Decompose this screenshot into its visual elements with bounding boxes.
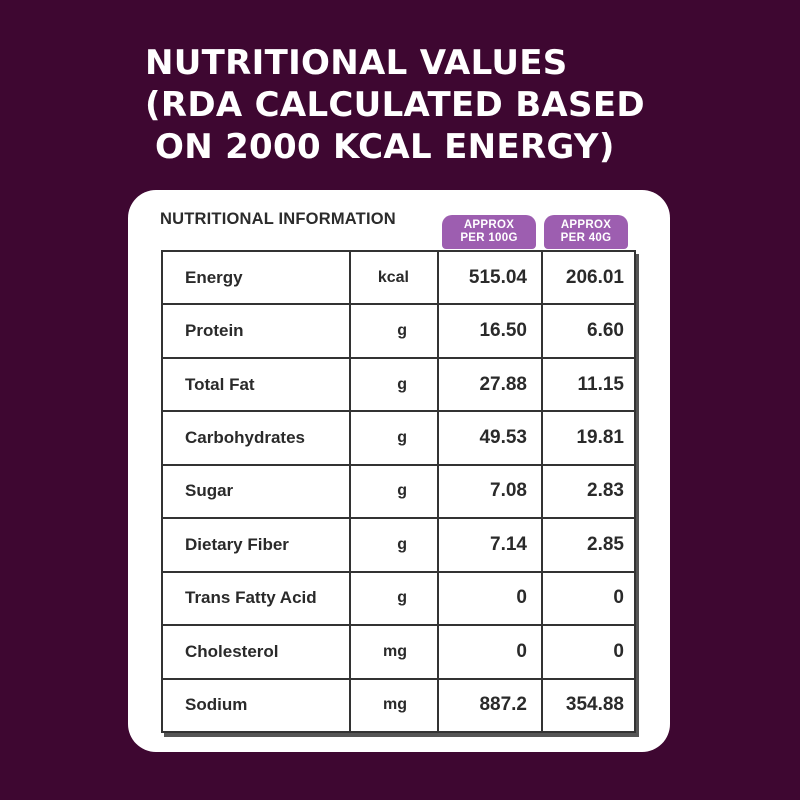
nutrient-unit: g <box>349 463 439 520</box>
nutrient-name: Sugar <box>161 463 351 520</box>
nutrient-name: Dietary Fiber <box>161 517 351 573</box>
table-row: Dietary Fiber g 7.14 2.85 <box>161 517 636 573</box>
nutrient-unit: g <box>349 570 439 627</box>
value-per-40g: 0 <box>541 570 636 627</box>
value-per-40g: 0 <box>541 624 636 680</box>
value-per-100g: 0 <box>437 624 543 680</box>
column-header-line: PER 100G <box>460 232 518 244</box>
column-header-per-100g: APPROX PER 100G <box>442 215 536 249</box>
table-row: Sodium mg 887.2 354.88 <box>161 677 636 733</box>
nutrient-unit: mg <box>349 677 439 733</box>
value-per-100g: 0 <box>437 570 543 627</box>
table-row: Cholesterol mg 0 0 <box>161 624 636 680</box>
value-per-40g: 19.81 <box>541 410 636 466</box>
title-line: (RDA CALCULATED BASED <box>145 85 645 125</box>
nutrition-table: Energy kcal 515.04 206.01 Protein g 16.5… <box>161 249 636 733</box>
nutrient-unit: g <box>349 410 439 466</box>
value-per-100g: 7.14 <box>437 517 543 573</box>
nutrient-name: Total Fat <box>161 356 351 413</box>
nutrient-unit: mg <box>349 624 439 680</box>
value-per-40g: 11.15 <box>541 356 636 413</box>
column-header-line: PER 40G <box>560 232 612 244</box>
table-row: Total Fat g 27.88 11.15 <box>161 356 636 413</box>
table-row: Protein g 16.50 6.60 <box>161 303 636 359</box>
page-title: NUTRITIONAL VALUES (RDA CALCULATED BASED… <box>145 42 705 168</box>
value-per-100g: 515.04 <box>437 249 543 306</box>
nutrient-name: Carbohydrates <box>161 410 351 466</box>
value-per-40g: 2.85 <box>541 517 636 573</box>
column-header-line: APPROX <box>560 219 612 231</box>
value-per-100g: 887.2 <box>437 677 543 733</box>
column-header-line: APPROX <box>463 219 515 231</box>
nutrient-name: Protein <box>161 303 351 359</box>
nutrient-unit: g <box>349 356 439 413</box>
nutrient-name: Sodium <box>161 677 351 733</box>
value-per-100g: 7.08 <box>437 463 543 520</box>
table-row: Trans Fatty Acid g 0 0 <box>161 570 636 627</box>
table-row: Carbohydrates g 49.53 19.81 <box>161 410 636 466</box>
nutrient-unit: kcal <box>349 249 439 306</box>
nutrient-name: Trans Fatty Acid <box>161 570 351 627</box>
value-per-40g: 2.83 <box>541 463 636 520</box>
title-line: NUTRITIONAL VALUES <box>145 43 568 83</box>
title-line: ON 2000 KCAL ENERGY) <box>155 127 615 167</box>
value-per-100g: 49.53 <box>437 410 543 466</box>
value-per-40g: 354.88 <box>541 677 636 733</box>
value-per-40g: 206.01 <box>541 249 636 306</box>
value-per-100g: 27.88 <box>437 356 543 413</box>
value-per-40g: 6.60 <box>541 303 636 359</box>
table-row: Energy kcal 515.04 206.01 <box>161 249 636 306</box>
nutrition-card: NUTRITIONAL INFORMATION APPROX PER 100G … <box>128 190 670 752</box>
nutrient-unit: g <box>349 517 439 573</box>
nutrient-name: Cholesterol <box>161 624 351 680</box>
table-row: Sugar g 7.08 2.83 <box>161 463 636 520</box>
nutrient-name: Energy <box>161 249 351 306</box>
nutritional-information-label: NUTRITIONAL INFORMATION <box>160 210 396 228</box>
nutrient-unit: g <box>349 303 439 359</box>
value-per-100g: 16.50 <box>437 303 543 359</box>
column-header-per-40g: APPROX PER 40G <box>544 215 628 249</box>
